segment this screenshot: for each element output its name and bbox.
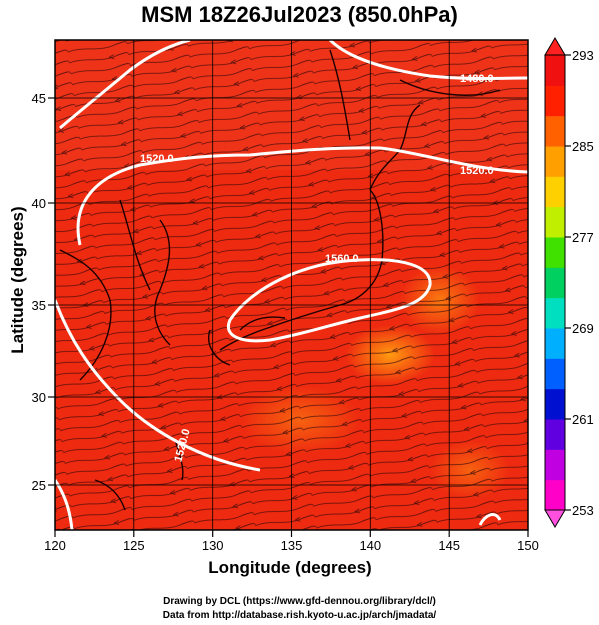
colorbar-band [545,115,565,147]
colorbar-band [545,297,565,329]
colorbar-band [545,85,565,117]
contour-label: 1520.0 [140,153,174,165]
x-tick-label: 140 [359,538,381,553]
colorbar-max-arrow [544,37,566,56]
contour-label: 1480.0 [460,73,494,85]
colorbar-band [545,449,565,481]
grid [55,40,528,530]
axis-ticks [48,97,529,537]
map-title: MSM 18Z26Jul2023 (850.0hPa) [141,2,458,27]
colorbar-band [545,328,565,359]
x-tick-label: 130 [202,538,224,553]
x-tick-label: 150 [517,538,539,553]
colorbar-min-arrow [544,509,566,528]
contour-label: 1520.0 [460,165,494,177]
x-tick-label: 125 [123,538,145,553]
y-axis-label: Latitude (degrees) [8,206,27,354]
contour-label: 1560.0 [325,253,359,265]
x-axis-label: Longitude (degrees) [208,558,372,577]
colorbar-tick-label: 269 [572,321,594,336]
colorbar: 293 285 277 269 261 253 [544,37,594,528]
colorbar-band [545,206,565,238]
colorbar-band [545,237,565,268]
credit-drawing: Drawing by DCL (https://www.gfd-dennou.o… [163,596,436,607]
colorbar-band [545,419,565,450]
y-tick-label: 25 [32,478,46,493]
colorbar-band [545,176,565,208]
y-tick-label: 35 [32,298,46,313]
colorbar-band [545,146,565,177]
colorbar-band [545,358,565,390]
credit-data: Data from http://database.rish.kyoto-u.a… [162,610,437,621]
x-tick-label: 145 [438,538,460,553]
colorbar-band [545,388,565,420]
colorbar-band [545,479,565,511]
y-tick-label: 40 [32,196,46,211]
colorbar-tick-label: 261 [572,412,594,427]
geopotential-contours [55,40,528,530]
colorbar-tick-label: 253 [572,503,594,518]
colorbar-band [545,267,565,299]
y-tick-label: 45 [32,91,46,106]
colorbar-band [545,55,565,86]
x-tick-label: 135 [281,538,303,553]
x-tick-label: 120 [44,538,66,553]
colorbar-tick-label: 277 [572,230,594,245]
colorbar-tick-label: 285 [572,139,594,154]
colorbar-tick-label: 293 [572,48,594,63]
y-tick-label: 30 [32,390,46,405]
